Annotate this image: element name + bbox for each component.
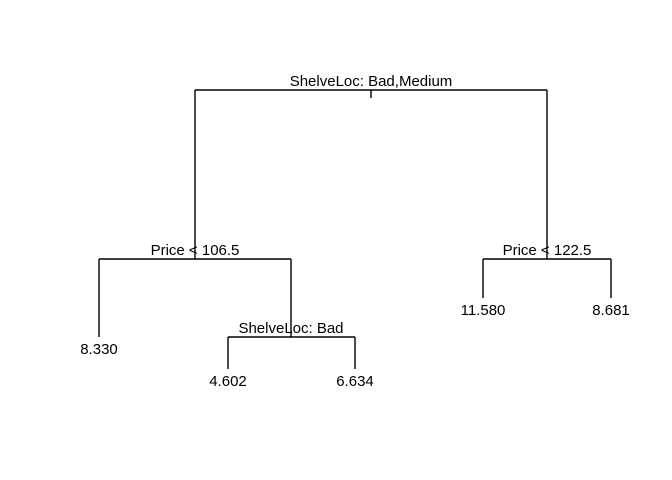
leaf-value-leaf_8681: 8.681 — [592, 302, 630, 319]
split-label-root: ShelveLoc: Bad,Medium — [290, 73, 453, 90]
leaf-value-leaf_11580: 11.580 — [461, 302, 506, 319]
tree-node-labels: ShelveLoc: Bad,Medium Price < 106.5 Shelve… — [80, 73, 630, 390]
split-label-n_shelvebad: ShelveLoc: Bad — [238, 320, 343, 337]
leaf-value-leaf_8330: 8.330 — [80, 341, 118, 358]
split-label-n_price1065: Price < 106.5 — [151, 242, 240, 259]
split-label-n_price1225: Price < 122.5 — [503, 242, 592, 259]
leaf-value-leaf_6634: 6.634 — [336, 373, 374, 390]
tree-branches — [98, 89, 612, 369]
leaf-value-leaf_4602: 4.602 — [209, 373, 247, 390]
